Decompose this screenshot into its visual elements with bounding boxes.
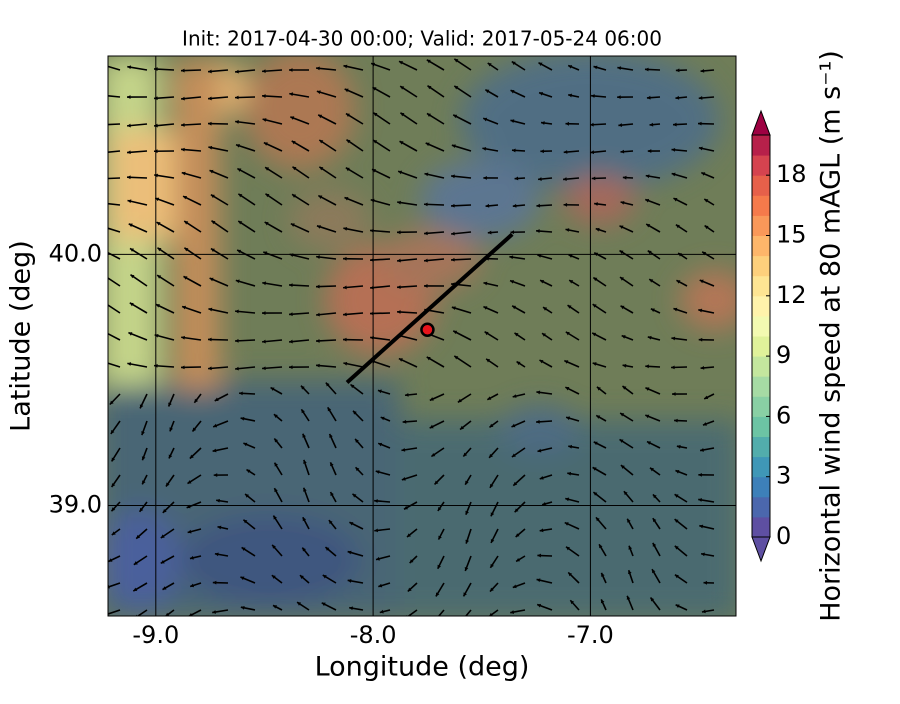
x-tick-label: -7.0 [567,621,614,649]
colorbar-band [752,497,770,518]
wind-arrow-head [462,616,466,620]
colorbar-band [752,195,770,216]
x-tick-label: -8.0 [350,621,397,649]
colorbar-tick-label: 6 [776,401,791,429]
site-marker [421,324,433,336]
colorbar-band [752,477,770,498]
colorbar-tick-label: 18 [776,160,807,188]
colorbar-band [752,336,770,357]
wind-arrow-head [103,275,107,279]
colorbar-band [752,356,770,377]
colorbar-band [752,135,770,156]
wind-arrow-head [101,63,105,67]
colorbar-band [752,155,770,176]
wind-arrow-head [100,177,104,181]
wind-arrow-head [100,123,104,127]
colorbar-band [752,175,770,196]
wind-arrow-head [101,225,105,229]
colorbar-tick-label: 15 [776,221,807,249]
y-tick-label: 40.0 [49,239,102,267]
wind-arrow-head [102,250,106,253]
wind-arrow-head [434,618,438,622]
wind-arrow-head [100,94,104,98]
x-tick-label: -9.0 [132,621,179,649]
wind-arrow-head [100,201,104,205]
colorbar-band [752,376,770,397]
colorbar-band [752,457,770,478]
colorbar-band [752,236,770,257]
colorbar-band [752,215,770,236]
wind-arrow-head [102,331,106,334]
wind-arrow [100,178,120,179]
colorbar-label: Horizontal wind speed at 80 mAGL (m s⁻¹) [816,50,847,622]
colorbar-band [752,437,770,458]
colorbar-band [752,396,770,417]
colorbar-band [752,256,770,277]
colorbar-band [752,416,770,437]
colorbar-band [752,276,770,297]
wind-arrow [100,124,120,125]
colorbar-tick-label: 0 [776,522,791,550]
wind-arrow-head [101,360,105,364]
wind-arrow-head [100,151,104,155]
y-axis-label: Latitude (deg) [6,240,37,432]
colorbar-tick-label: 12 [776,281,807,309]
colorbar-band [752,517,770,538]
colorbar-over [752,111,770,135]
x-axis-label: Longitude (deg) [315,652,530,683]
y-tick-label: 39.0 [49,491,102,519]
colorbar-tick-label: 3 [776,462,791,490]
chart-title: Init: 2017-04-30 00:00; Valid: 2017-05-2… [182,27,662,51]
colorbar-under [752,537,770,561]
colorbar-band [752,316,770,337]
wind-arrow-head [103,302,107,306]
colorbar-band [752,296,770,317]
colorbar-tick-label: 9 [776,341,791,369]
